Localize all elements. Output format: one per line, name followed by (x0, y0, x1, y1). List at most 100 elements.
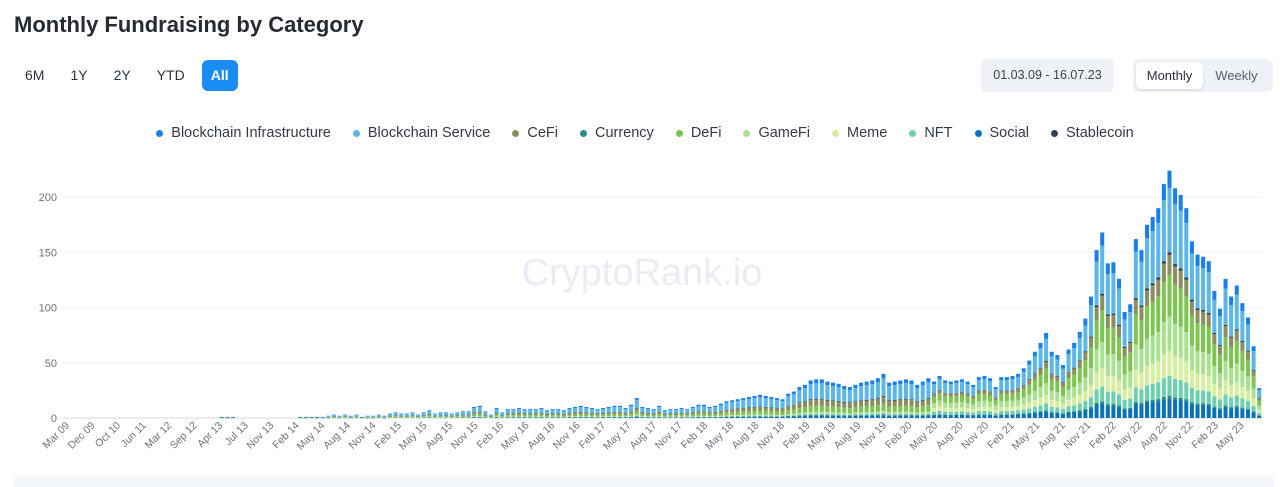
bar-segment (1100, 341, 1105, 368)
bar-segment (595, 415, 600, 417)
range-ytd-button[interactable]: YTD (156, 67, 185, 83)
range-6m-button[interactable]: 6M (25, 67, 45, 83)
bar-segment (651, 409, 656, 411)
bar-segment (920, 415, 925, 418)
legend-item-gamefi[interactable]: GameFi (743, 125, 810, 141)
bar-segment (892, 406, 897, 413)
bar-segment (1133, 369, 1138, 388)
bar-segment (348, 416, 353, 417)
bar-segment (926, 413, 931, 415)
bar-segment (584, 408, 589, 413)
bar-segment (1229, 385, 1234, 398)
bar-segment (1139, 250, 1144, 262)
bar-segment (432, 414, 437, 416)
legend-dot (512, 129, 520, 137)
bar-segment (376, 416, 381, 418)
bar-segment (763, 410, 768, 415)
x-tick-label: Dec 09 (66, 420, 98, 452)
bar-segment (1161, 282, 1166, 323)
bar-segment (472, 412, 477, 415)
bar-segment (976, 394, 981, 402)
bar-segment (887, 413, 892, 416)
y-tick-label: 150 (39, 247, 57, 259)
bar-segment (887, 400, 892, 402)
bar-segment (1195, 254, 1200, 266)
legend-item-stablecoin[interactable]: Stablecoin (1051, 125, 1134, 141)
legend-item-currency[interactable]: Currency (579, 125, 654, 141)
range-1y-button[interactable]: 1Y (70, 67, 88, 83)
bar-segment (1111, 262, 1116, 274)
bar-segment (797, 416, 802, 418)
legend-item-cefi[interactable]: CeFi (512, 125, 558, 141)
bar-segment (1049, 400, 1054, 407)
bar-segment (326, 416, 331, 417)
bar-segment (920, 400, 925, 407)
legend-item-blockchain-infrastructure[interactable]: Blockchain Infrastructure (156, 125, 331, 141)
bar-segment (533, 410, 538, 414)
bar-segment (1145, 385, 1150, 401)
bar-segment (1133, 251, 1138, 299)
bar-segment (1240, 351, 1245, 371)
legend-item-nft[interactable]: NFT (909, 125, 953, 141)
bar-segment (774, 400, 779, 409)
bar-segment (730, 416, 735, 418)
bar-segment (533, 417, 538, 418)
bar-segment (943, 415, 948, 418)
bar-segment (550, 409, 555, 411)
legend-item-meme[interactable]: Meme (832, 125, 887, 141)
period-weekly-button[interactable]: Weekly (1215, 68, 1258, 83)
x-tick-label: Aug 15 (423, 420, 455, 452)
bar-segment (1060, 408, 1065, 414)
bar-segment (421, 413, 426, 416)
bar-segment (982, 400, 987, 407)
bar-segment (971, 398, 976, 405)
bar-segment (1156, 208, 1161, 223)
bar-segment (797, 402, 802, 404)
bar-segment (892, 385, 897, 400)
bar-segment (1217, 399, 1222, 409)
bar-segment (1245, 408, 1250, 410)
bar-segment (1156, 222, 1161, 278)
bar-segment (685, 410, 690, 414)
bar-segment (550, 413, 555, 416)
x-tick-label: Aug 21 (1036, 420, 1068, 452)
bar-segment (707, 414, 712, 417)
bar-segment (915, 407, 920, 413)
bar-segment (1111, 391, 1116, 404)
bar-segment (842, 402, 847, 408)
bar-segment (533, 409, 538, 411)
bar-segment (573, 417, 578, 418)
legend-item-defi[interactable]: DeFi (675, 125, 721, 141)
date-range-picker[interactable]: 01.03.09 - 16.07.23 (981, 59, 1114, 92)
legend-item-blockchain-service[interactable]: Blockchain Service (352, 125, 490, 141)
legend-item-social[interactable]: Social (974, 125, 1029, 141)
bar-segment (1055, 381, 1060, 393)
bar-segment (937, 376, 942, 379)
bar-segment (432, 416, 437, 418)
bar-segment (1049, 412, 1054, 418)
range-all-button[interactable]: All (201, 60, 238, 91)
bar-segment (1083, 325, 1088, 352)
bar-segment (1251, 411, 1256, 413)
bar-segment (859, 415, 864, 416)
bar-segment (1229, 337, 1234, 348)
bar-segment (842, 385, 847, 390)
bar-segment (1217, 354, 1222, 374)
bar-segment (859, 406, 864, 413)
bar-segment (1072, 348, 1077, 368)
bar-segment (1234, 330, 1239, 342)
period-monthly-button[interactable]: Monthly (1136, 62, 1203, 89)
bar-segment (1021, 368, 1026, 372)
bar-segment (730, 402, 735, 410)
bar-segment (864, 400, 869, 407)
bar-segment (612, 417, 617, 418)
bar-segment (780, 408, 785, 412)
bar-segment (898, 415, 903, 418)
bar-segment (965, 408, 970, 412)
bar-segment (707, 406, 712, 409)
bar-segment (1173, 188, 1178, 205)
range-2y-button[interactable]: 2Y (113, 67, 131, 83)
bar-segment (853, 407, 858, 413)
bar-segment (1116, 394, 1122, 406)
bar-segment (1016, 414, 1021, 418)
